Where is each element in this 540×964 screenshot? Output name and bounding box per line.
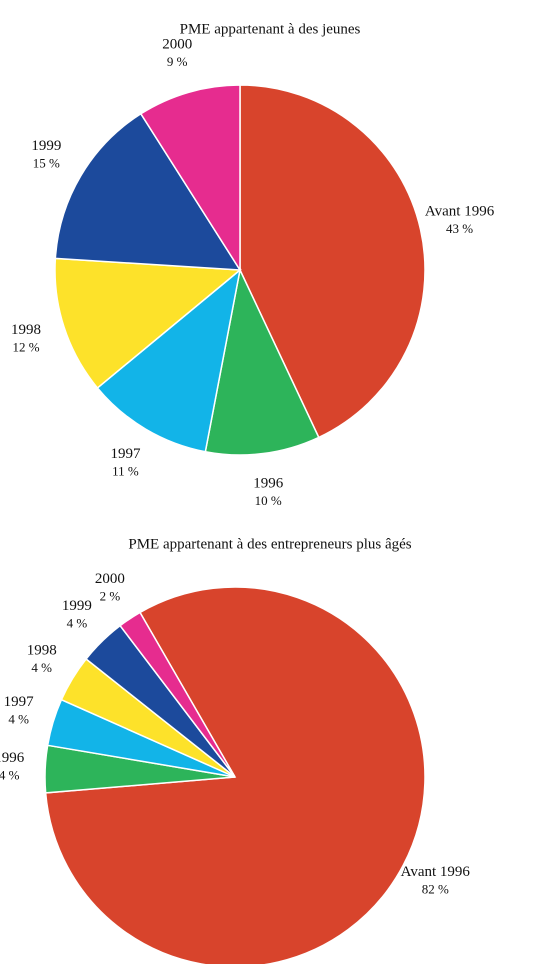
value-label: 2 % bbox=[100, 589, 121, 604]
pie-slice bbox=[54, 112, 242, 271]
slice-label: 1999 bbox=[31, 138, 61, 154]
slice-label: 1998 bbox=[27, 642, 57, 658]
slice-label: 1997 bbox=[110, 446, 141, 462]
value-label: 9 % bbox=[167, 54, 188, 69]
value-label: 4 % bbox=[67, 616, 88, 631]
chart-title: PME appartenant à des entrepreneurs plus… bbox=[128, 536, 411, 552]
slice-label: 1996 bbox=[253, 476, 284, 492]
pie-slice bbox=[239, 84, 426, 439]
value-label: 4 % bbox=[0, 768, 20, 783]
value-label: 4 % bbox=[8, 712, 29, 727]
pie-slice bbox=[54, 257, 242, 389]
slice-label: 1996 bbox=[0, 750, 25, 766]
slice-label: Avant 1996 bbox=[425, 203, 495, 219]
chart-title: PME appartenant à des jeunes bbox=[180, 21, 361, 37]
slice-label: 1999 bbox=[62, 598, 92, 614]
value-label: 10 % bbox=[255, 493, 282, 508]
value-label: 15 % bbox=[33, 155, 60, 170]
pie-slice bbox=[44, 586, 426, 964]
slice-label: Avant 1996 bbox=[401, 864, 471, 880]
slice-label: 1997 bbox=[4, 694, 35, 710]
value-label: 43 % bbox=[446, 221, 473, 236]
slice-label: 2000 bbox=[162, 36, 192, 52]
pie-slice bbox=[119, 611, 236, 778]
pie-slice bbox=[96, 268, 242, 453]
value-label: 11 % bbox=[112, 464, 139, 479]
value-label: 4 % bbox=[31, 660, 52, 675]
value-label: 12 % bbox=[12, 340, 39, 355]
pie-slice bbox=[139, 84, 241, 273]
slice-label: 2000 bbox=[95, 571, 125, 587]
value-label: 82 % bbox=[422, 882, 449, 897]
slice-label: 1998 bbox=[11, 322, 41, 338]
pie-slice bbox=[204, 267, 320, 456]
